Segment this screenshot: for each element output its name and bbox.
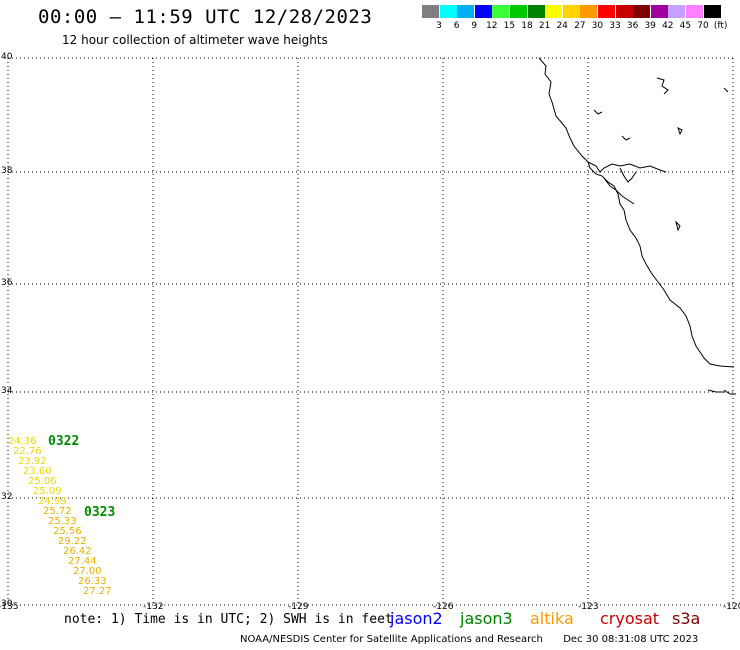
color-swatch (686, 5, 703, 18)
color-swatch (598, 5, 615, 18)
wave-height-label: 26.33 (78, 576, 107, 587)
longitude-label: -132 (143, 602, 164, 612)
wave-height-label: 25.33 (48, 516, 77, 527)
latitude-label: 36 (1, 278, 13, 288)
color-scale-label: 6 (453, 21, 460, 31)
latitude-label: 30 (1, 599, 13, 609)
color-scale-label: 39 (644, 21, 656, 31)
wave-height-label: 24.99 (38, 496, 67, 507)
wave-height-label: 26.42 (63, 546, 92, 557)
longitude-label: -126 (433, 602, 454, 612)
latitude-label: 40 (1, 52, 13, 62)
color-scale-label: 12 (486, 21, 498, 31)
wave-height-label: 25.72 (43, 506, 72, 517)
legend-note: note: 1) Time is in UTC; 2) SWH is in fe… (64, 612, 393, 627)
color-swatch (633, 5, 651, 18)
color-swatch (580, 5, 598, 18)
wave-height-label: 22.76 (13, 446, 42, 457)
color-scale-label: 42 (662, 21, 674, 31)
color-swatch (615, 5, 633, 18)
wave-height-label: 23.92 (18, 456, 47, 467)
color-scale-label: 24 (556, 21, 568, 31)
color-scale-label: 36 (626, 21, 639, 31)
credit-text: NOAA/NESDIS Center for Satellite Applica… (240, 634, 543, 645)
page-title: 00:00 – 11:59 UTC 12/28/2023 (38, 6, 373, 28)
wave-height-label: 29.22 (58, 536, 87, 547)
coastline (538, 57, 736, 395)
color-swatch (650, 5, 668, 18)
footer-credit: NOAA/NESDIS Center for Satellite Applica… (240, 634, 698, 645)
longitude-label: -120 (723, 602, 740, 612)
generated-timestamp: Dec 30 08:31:08 UTC 2023 (563, 634, 699, 645)
wave-height-label: 27.00 (73, 566, 102, 577)
latitude-label: 32 (1, 492, 13, 502)
satellite-s3a: s3a (672, 609, 701, 628)
satellite-jason3: jason3 (460, 609, 513, 628)
longitude-label: -129 (288, 602, 309, 612)
color-swatch (457, 5, 475, 18)
color-scale-label: 9 (471, 21, 478, 31)
wave-height-label: 23.60 (23, 466, 52, 477)
color-scale-label: 15 (503, 21, 516, 31)
color-scale-label: 30 (591, 21, 604, 31)
color-swatch (474, 5, 492, 18)
color-swatch (422, 5, 439, 18)
color-swatch (510, 5, 527, 18)
map-grid (7, 57, 734, 606)
time-tag: 0323 (84, 505, 116, 520)
latitude-label: 38 (1, 166, 13, 176)
wave-height-label: 27.27 (83, 586, 112, 597)
color-scale-label: (ft) (713, 21, 728, 31)
wave-height-label: 25.56 (53, 526, 82, 537)
satellite-cryosat: cryosat (600, 609, 660, 628)
color-swatch (703, 5, 721, 18)
color-swatch (668, 5, 686, 18)
color-swatch (527, 5, 545, 18)
satellite-altika: altika (530, 609, 574, 628)
color-swatch (562, 5, 580, 18)
color-swatch (439, 5, 457, 18)
color-scale-label: 3 (436, 21, 442, 31)
color-scale-label: 33 (609, 21, 621, 31)
wave-height-label: 25.06 (28, 476, 57, 487)
color-swatch (545, 5, 563, 18)
time-tag: 0322 (48, 434, 80, 449)
longitude-label: -123 (578, 602, 599, 612)
color-scale-label: 70 (697, 21, 709, 31)
page-subtitle: 12 hour collection of altimeter wave hei… (62, 33, 328, 47)
color-scale-label: 27 (574, 21, 586, 31)
wave-height-label: 27.44 (68, 556, 97, 567)
longitude-label: -135 (0, 602, 19, 612)
color-scale-label: 45 (679, 21, 692, 31)
wave-height-label: 25.09 (33, 486, 62, 497)
latitude-label: 34 (1, 386, 13, 396)
wave-height-label: 24.36 (8, 436, 37, 447)
color-scale-label: 21 (538, 21, 551, 31)
satellite-jason2: jason2 (390, 609, 443, 628)
color-swatch (492, 5, 510, 18)
color-scale-label: 18 (521, 21, 533, 31)
